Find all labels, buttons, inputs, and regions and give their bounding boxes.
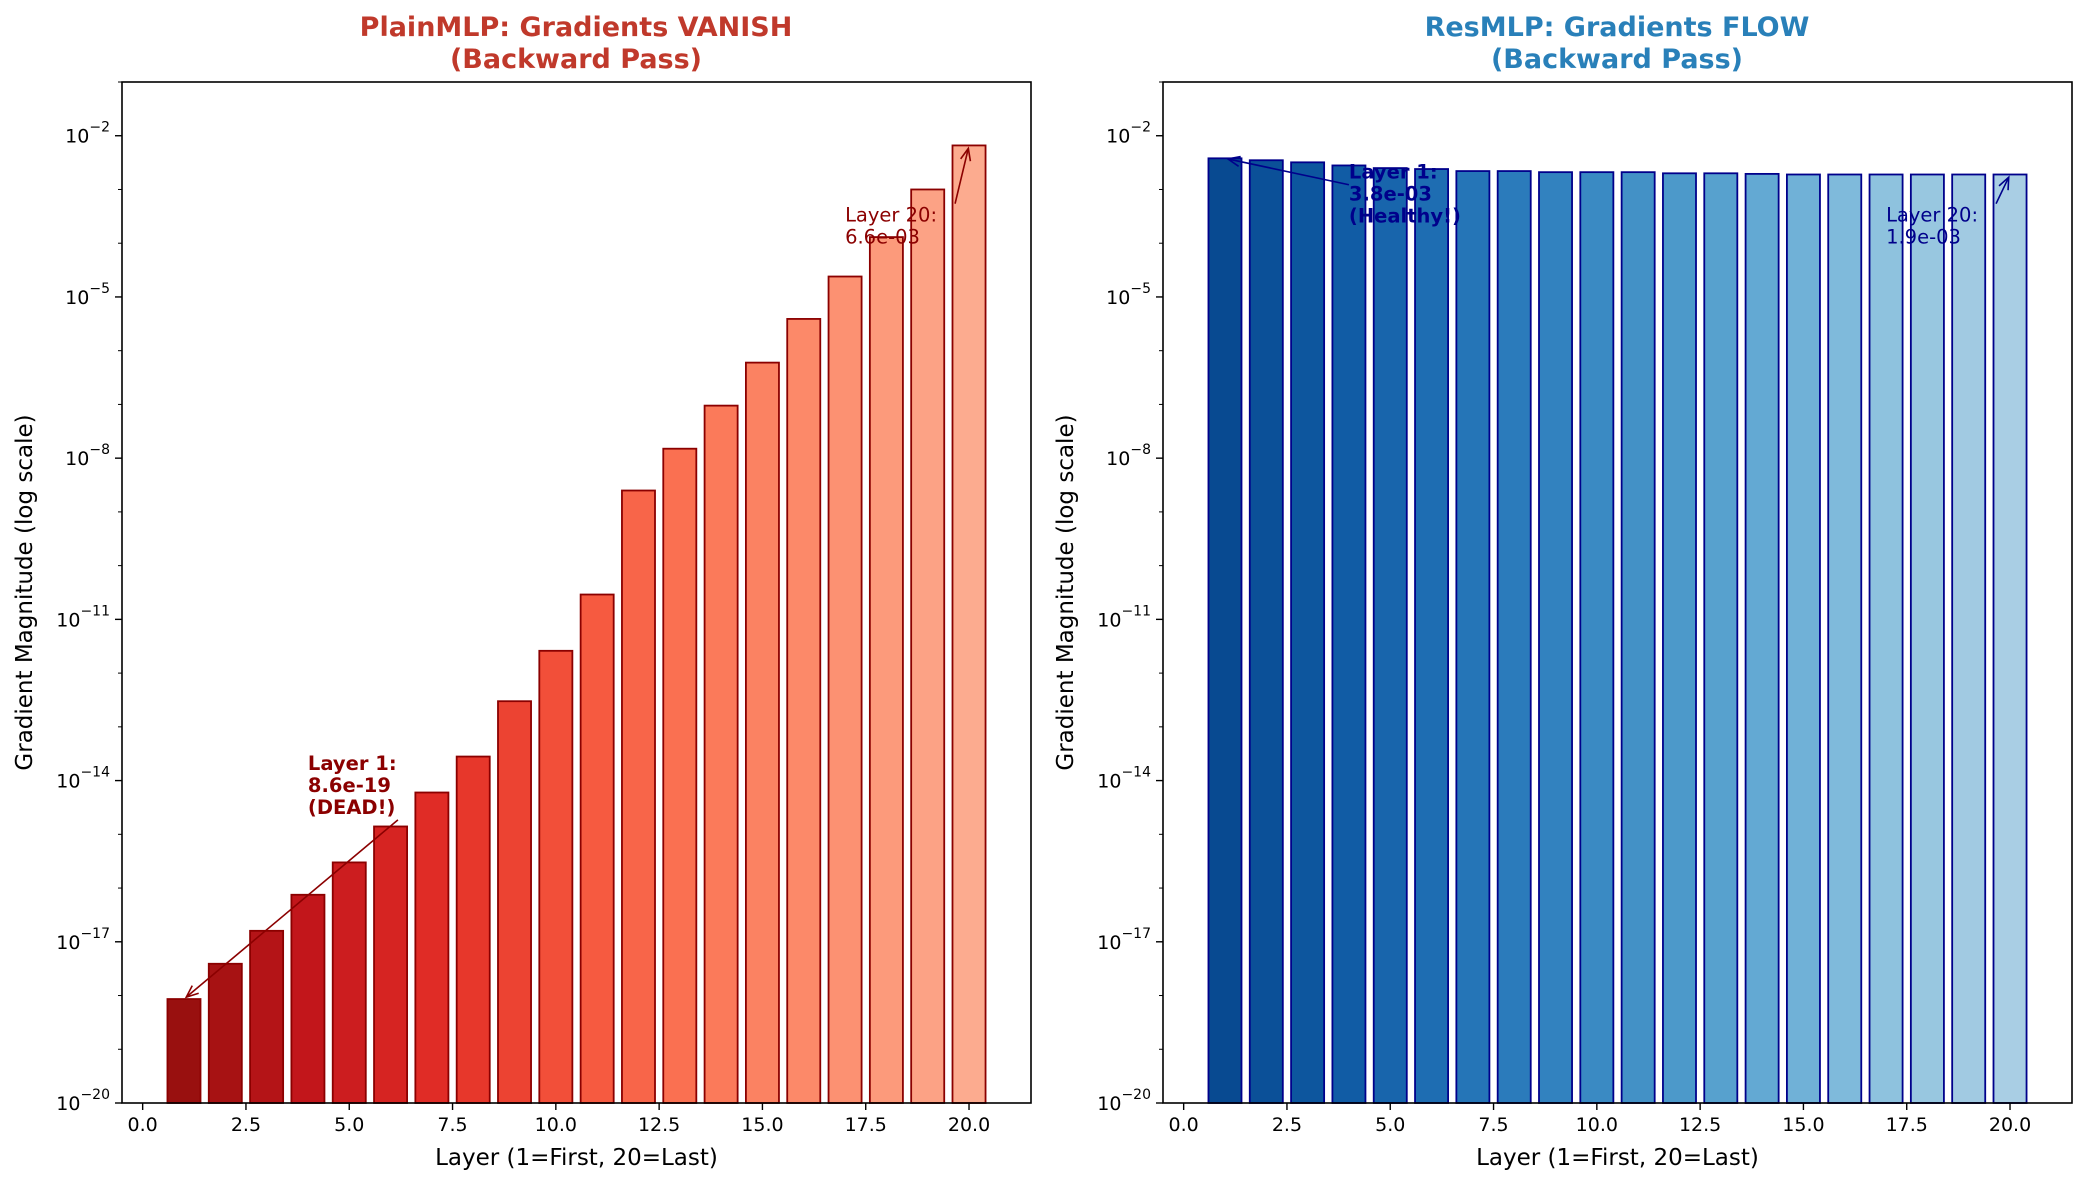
x-tick-label: 12.5	[638, 1114, 680, 1136]
annotation-2: Layer 20: 6.6e-03	[845, 204, 937, 249]
y-tick-label: 10−2	[65, 120, 110, 148]
bar-layer-7	[1455, 170, 1491, 1104]
x-tick-label: 2.5	[231, 1114, 261, 1136]
bar-layer-8	[1496, 170, 1532, 1104]
bar-layer-16	[1827, 173, 1863, 1104]
x-tick-label: 7.5	[1478, 1114, 1508, 1136]
annotation-arrow-line	[185, 819, 399, 998]
chart-title-line1: PlainMLP: Gradients VANISH	[360, 12, 793, 43]
y-tick-label: 10−11	[56, 603, 110, 631]
x-tick-label: 10.0	[535, 1114, 577, 1136]
annotation-arrow-head	[184, 985, 199, 999]
annotation-2: Layer 20: 1.9e-03	[1886, 204, 1978, 249]
annotation-arrow-head	[1225, 155, 1241, 167]
chart-panel-2: ResMLP: Gradients FLOW(Backward Pass) 0.0…	[1053, 12, 2073, 1171]
y-tick-label: 10−8	[65, 442, 110, 470]
x-tick-label: 7.5	[437, 1114, 467, 1136]
bar-layer-17	[1868, 173, 1904, 1104]
y-tick-label: 10−17	[1097, 926, 1151, 954]
plot-frame	[1162, 81, 2073, 1104]
bar-layer-5	[331, 861, 367, 1104]
bar-layer-14	[703, 404, 739, 1104]
annotation-arrow-line	[1227, 158, 1350, 186]
y-tick-label: 10−5	[1106, 281, 1151, 309]
y-tick-label: 10−14	[56, 765, 110, 793]
bar-layer-13	[1703, 172, 1739, 1104]
bar-layer-20	[951, 144, 987, 1104]
plot-frame	[121, 81, 1032, 1104]
x-tick-label: 12.5	[1679, 1114, 1721, 1136]
bar-layer-3	[249, 929, 285, 1104]
bar-layer-2	[207, 962, 243, 1104]
y-tick-label: 10−8	[1106, 442, 1151, 470]
x-tick-label: 15.0	[741, 1114, 783, 1136]
bar-layer-3	[1290, 161, 1326, 1104]
bar-layer-1	[166, 998, 202, 1104]
bar-layer-12	[1662, 172, 1697, 1104]
bar-layer-19	[1951, 173, 1987, 1104]
bar-layer-6	[1414, 168, 1449, 1104]
x-tick-label: 15.0	[1782, 1114, 1824, 1136]
bar-layer-1	[1207, 157, 1243, 1104]
annotation-arrow-line	[954, 148, 970, 204]
x-tick-label: 17.5	[845, 1114, 887, 1136]
chart-title-line2: (Backward Pass)	[450, 44, 702, 75]
bar-layer-10	[1579, 171, 1615, 1104]
y-axis-label: Gradient Magnitude (log scale)	[12, 414, 38, 770]
x-axis-label: Layer (1=First, 20=Last)	[1476, 1145, 1759, 1171]
y-axis-label: Gradient Magnitude (log scale)	[1053, 414, 1079, 770]
x-tick-label: 5.0	[1375, 1114, 1405, 1136]
bar-layer-17	[827, 275, 863, 1104]
x-tick-label: 0.0	[1169, 1114, 1199, 1136]
bar-layer-19	[910, 188, 946, 1104]
x-tick-label: 10.0	[1576, 1114, 1618, 1136]
bar-layer-16	[786, 318, 822, 1104]
annotation-1: Layer 1: 8.6e-19 (DEAD!)	[308, 752, 397, 819]
annotation-arrow-head	[1998, 175, 2010, 191]
bar-layer-20	[1992, 173, 2028, 1104]
annotation-1: Layer 1: 3.8e-03 (Healthy!)	[1349, 161, 1461, 228]
y-tick-label: 10−17	[56, 926, 110, 954]
y-tick-label: 10−5	[65, 281, 110, 309]
chart-title-line2: (Backward Pass)	[1491, 44, 1743, 75]
bar-layer-12	[621, 489, 656, 1104]
x-axis-label: Layer (1=First, 20=Last)	[435, 1145, 718, 1171]
y-tick-label: 10−20	[56, 1087, 110, 1115]
chart-title-line1: ResMLP: Gradients FLOW	[1425, 12, 1810, 43]
annotation-arrow-line	[1995, 176, 2010, 205]
bar-layer-9	[1538, 171, 1573, 1104]
bar-layer-14	[1744, 172, 1780, 1104]
y-tick-label: 10−14	[1097, 765, 1151, 793]
bar-layer-6	[373, 825, 408, 1104]
bar-layer-11	[579, 593, 615, 1104]
y-tick-label: 10−2	[1106, 120, 1151, 148]
x-tick-label: 20.0	[1989, 1114, 2031, 1136]
bar-layer-11	[1620, 171, 1656, 1104]
bar-layer-4	[1331, 164, 1367, 1104]
bar-layer-15	[745, 361, 780, 1104]
bar-layer-9	[497, 700, 532, 1104]
bar-layer-10	[538, 649, 574, 1104]
bar-layer-18	[1909, 173, 1945, 1104]
bar-layer-15	[1786, 173, 1821, 1104]
x-tick-label: 0.0	[128, 1114, 158, 1136]
bar-layer-8	[455, 755, 491, 1104]
x-tick-label: 17.5	[1886, 1114, 1928, 1136]
bar-layer-2	[1248, 159, 1284, 1104]
annotation-arrow-head	[960, 146, 972, 162]
x-tick-label: 5.0	[334, 1114, 364, 1136]
bar-layer-4	[290, 893, 326, 1104]
x-tick-label: 20.0	[948, 1114, 990, 1136]
chart-panel-1: PlainMLP: Gradients VANISH(Backward Pass…	[12, 12, 1032, 1171]
bar-layer-18	[868, 236, 904, 1104]
y-tick-label: 10−20	[1097, 1087, 1151, 1115]
bar-layer-13	[662, 447, 698, 1104]
bar-layer-5	[1372, 167, 1408, 1104]
bar-layer-7	[414, 791, 450, 1104]
x-tick-label: 2.5	[1272, 1114, 1302, 1136]
y-tick-label: 10−11	[1097, 603, 1151, 631]
